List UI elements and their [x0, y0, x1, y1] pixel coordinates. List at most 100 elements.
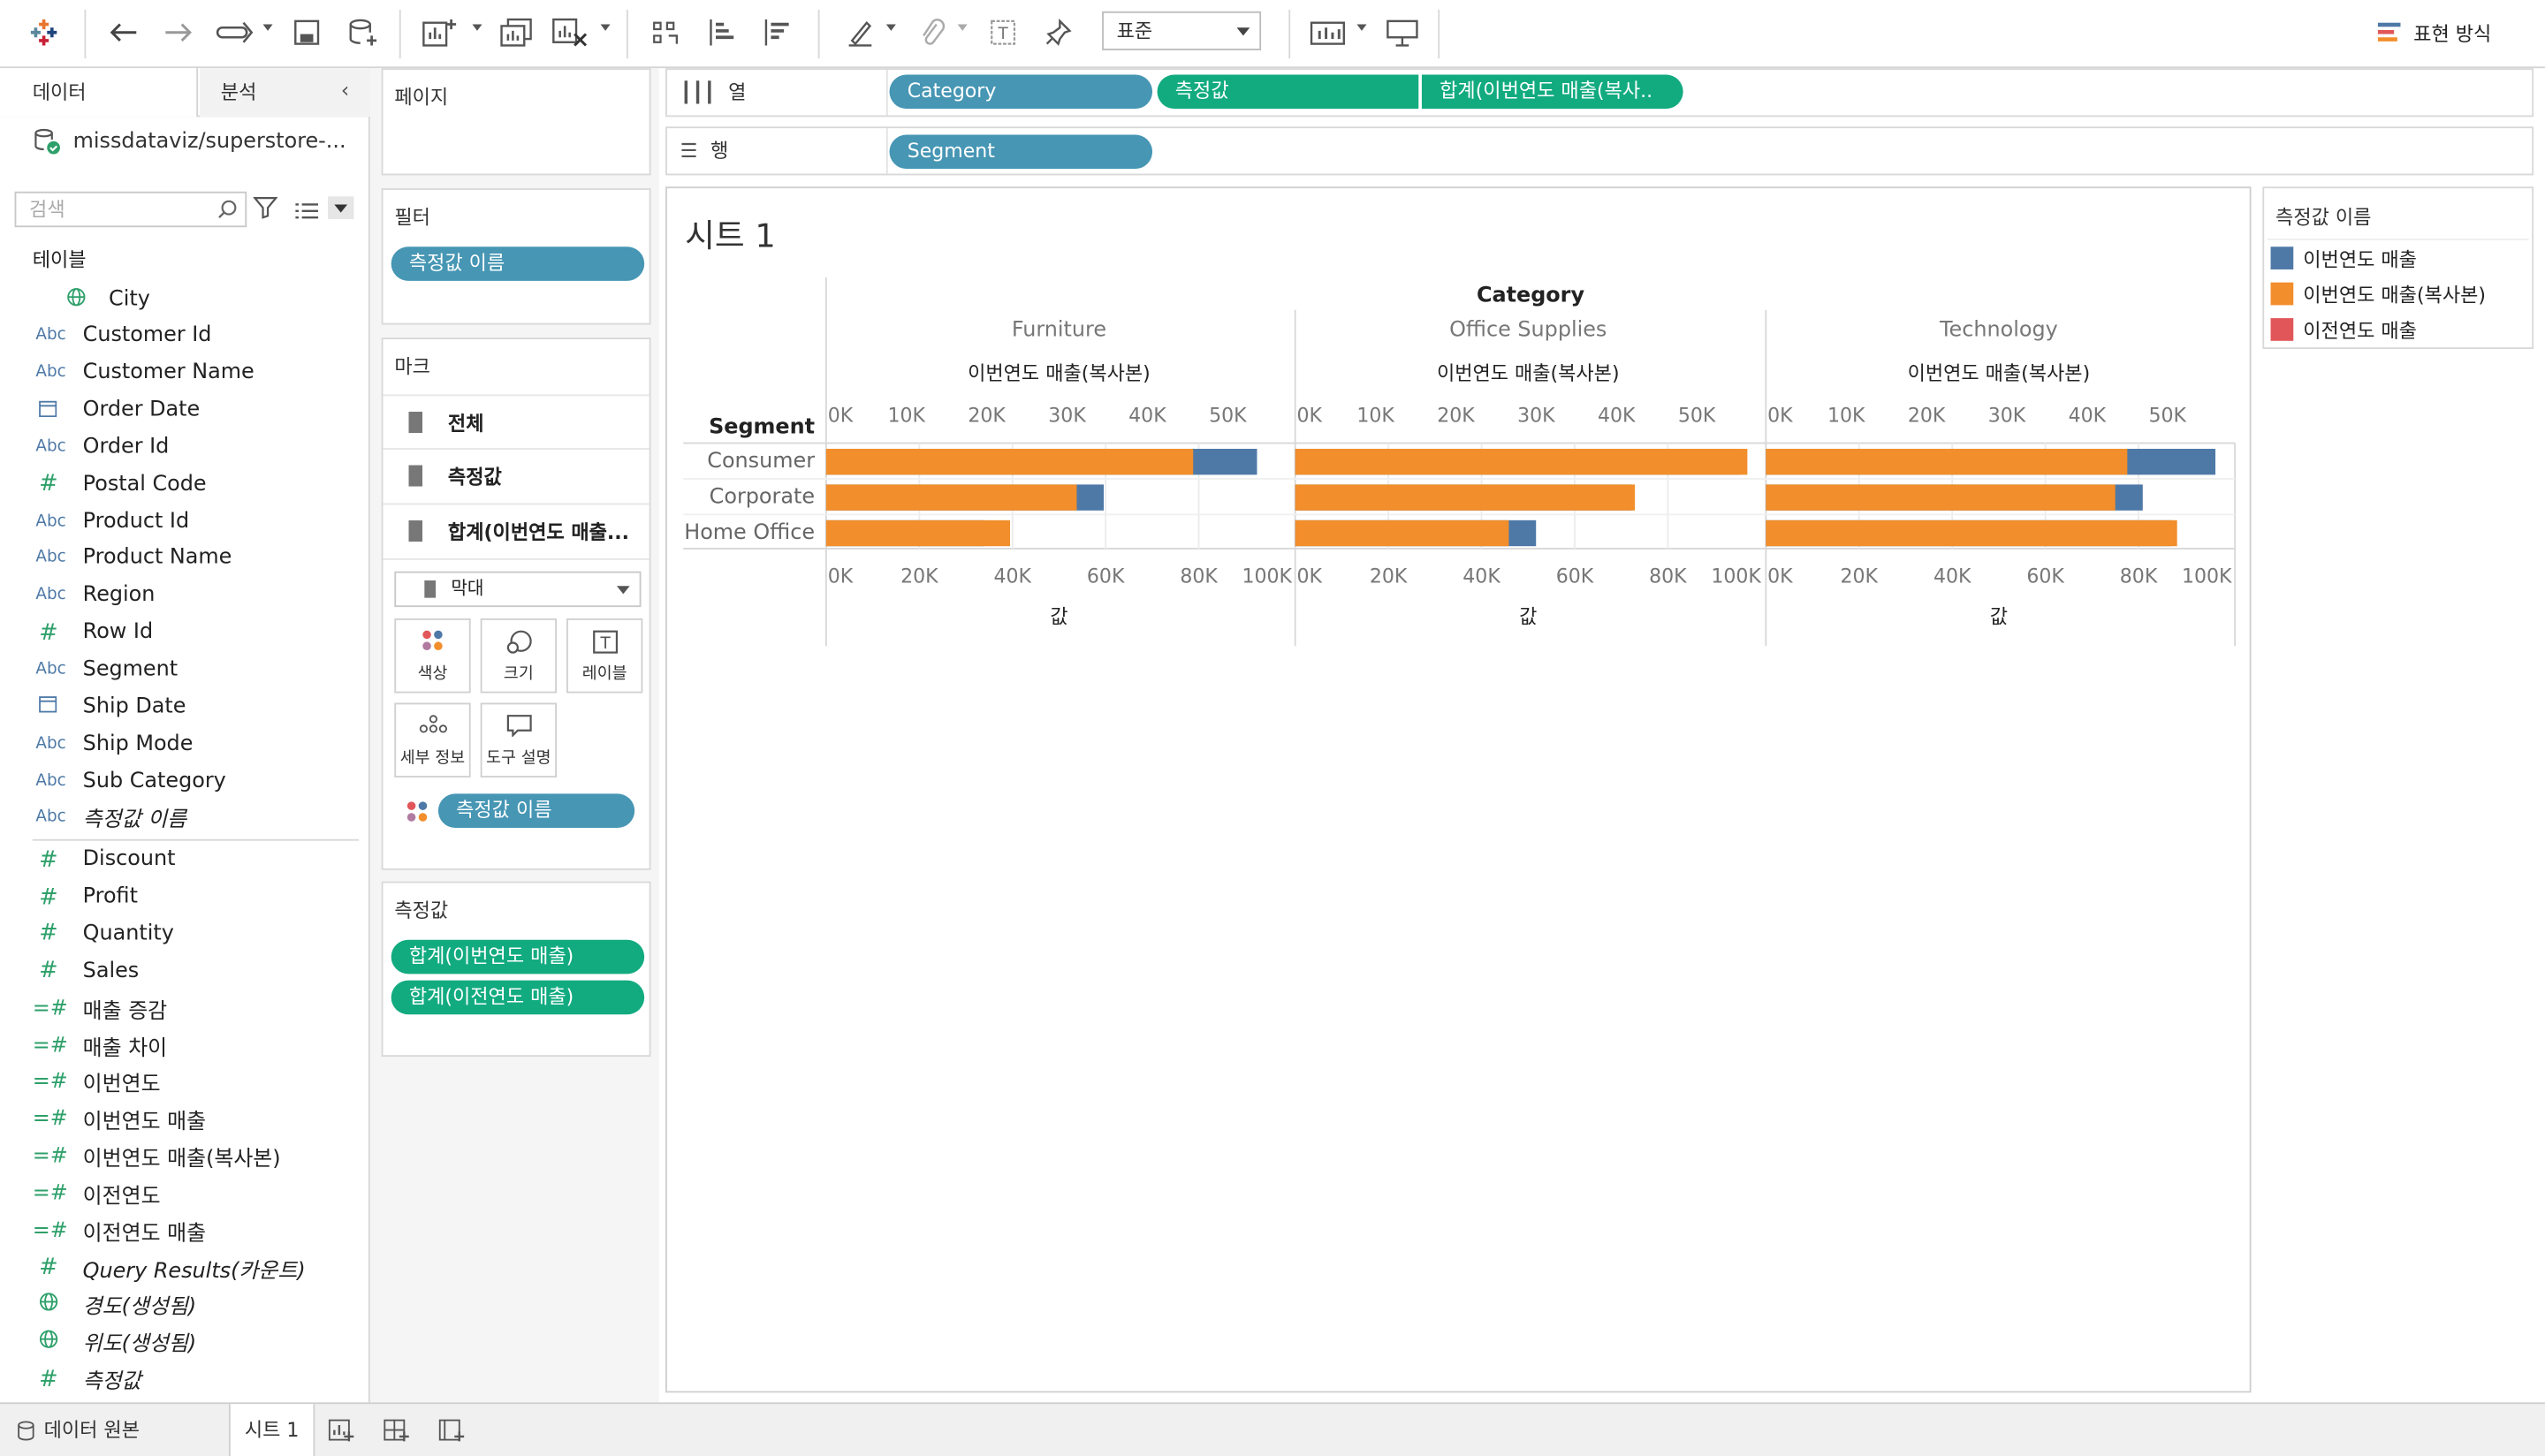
field-item[interactable]: =# 매출 증감	[0, 990, 367, 1026]
field-item[interactable]: Abc Segment	[0, 652, 367, 687]
field-item[interactable]: City	[0, 281, 367, 316]
marks-row-sum[interactable]: ▐▌ 합계(이번연도 매출...	[383, 504, 650, 560]
new-story-icon[interactable]	[438, 1417, 465, 1450]
show-cards-icon[interactable]	[1308, 10, 1347, 55]
field-item[interactable]: =# 이번연도	[0, 1065, 367, 1100]
field-item[interactable]: Ship Date	[0, 689, 367, 724]
filter-icon[interactable]	[253, 194, 278, 225]
field-item[interactable]: # Quantity	[0, 916, 367, 952]
rows-icon: ☰	[680, 139, 698, 163]
top-axis-tick: 30K	[1517, 406, 1555, 428]
detail-button[interactable]: 세부 정보	[394, 702, 471, 778]
field-item[interactable]: # Query Results(카운트)	[0, 1250, 367, 1285]
field-item[interactable]: 위도(생성됨)	[0, 1324, 367, 1360]
rows-shelf[interactable]: ☰ 행 Segment	[665, 126, 2534, 176]
marks-title: 마크	[394, 355, 430, 379]
label-button[interactable]: T 레이블	[566, 618, 643, 694]
group-icon[interactable]	[912, 10, 951, 55]
column-pill-measure[interactable]: 측정값	[1157, 74, 1419, 110]
bottom-axis-tick: 80K	[1649, 566, 1687, 588]
field-item[interactable]: Order Date	[0, 392, 367, 428]
field-item[interactable]: # Discount	[0, 842, 367, 877]
presentation-icon[interactable]	[1383, 10, 1422, 55]
field-item[interactable]: =# 매출 차이	[0, 1028, 367, 1063]
tableau-logo-icon[interactable]	[23, 10, 65, 55]
search-input[interactable]: 검색	[14, 191, 247, 228]
tab-analysis[interactable]: 분석	[199, 68, 370, 118]
tab-datasource[interactable]: 데이터 원본	[0, 1404, 229, 1456]
pin-icon[interactable]	[1038, 10, 1077, 55]
save-icon[interactable]	[289, 10, 324, 55]
color-button[interactable]: 색상	[394, 618, 471, 694]
legend-item[interactable]: 이번연도 매출	[2270, 242, 2417, 275]
view-options-chevron-icon[interactable]	[328, 196, 354, 220]
datasource-icon	[34, 128, 60, 155]
legend-swatch	[2270, 246, 2294, 269]
field-name: Product Id	[82, 509, 190, 534]
size-button[interactable]: 크기	[480, 618, 557, 694]
field-item[interactable]: Abc Customer Name	[0, 355, 367, 391]
new-worksheet-icon[interactable]	[419, 10, 461, 55]
field-item[interactable]: # Sales	[0, 953, 367, 989]
field-item[interactable]: Abc Sub Category	[0, 763, 367, 799]
fit-select[interactable]: 표준	[1102, 11, 1262, 50]
highlight-icon[interactable]	[840, 10, 879, 55]
datasource-item[interactable]: missdataviz/superstore-...	[33, 126, 346, 155]
tab-data[interactable]: 데이터	[0, 68, 199, 118]
marks-row-measure[interactable]: ▐▌ 측정값	[383, 450, 650, 505]
new-dashboard-icon[interactable]	[383, 1417, 409, 1450]
measure-value-pill[interactable]: 합계(이전연도 매출)	[391, 980, 645, 1015]
top-axis-tick: 50K	[1209, 406, 1247, 428]
label-icon[interactable]: T	[984, 10, 1022, 55]
new-datasource-icon[interactable]	[344, 10, 383, 55]
filter-pill[interactable]: 측정값 이름	[391, 246, 645, 281]
field-item[interactable]: Abc Customer Id	[0, 318, 367, 353]
marks-color-pill[interactable]: 측정값 이름	[437, 793, 635, 828]
mark-type-select[interactable]: ▐▌ 막대	[394, 571, 642, 608]
field-item[interactable]: =# 이번연도 매출	[0, 1102, 367, 1137]
row-pill-segment[interactable]: Segment	[889, 134, 1153, 170]
tooltip-button[interactable]: 도구 설명	[480, 702, 557, 778]
legend-item[interactable]: 이전연도 매출	[2270, 314, 2417, 346]
top-axis-tick: 10K	[1356, 406, 1394, 428]
field-item[interactable]: Abc Order Id	[0, 429, 367, 465]
field-item[interactable]: =# 이전연도	[0, 1176, 367, 1211]
swap-icon[interactable]	[646, 10, 685, 55]
sort-desc-icon[interactable]	[760, 10, 799, 55]
tab-sheet-1[interactable]: 시트 1	[228, 1404, 315, 1456]
field-item[interactable]: # Row Id	[0, 615, 367, 650]
measure-value-pill[interactable]: 합계(이번연도 매출)	[391, 939, 645, 974]
field-item[interactable]: Abc Product Name	[0, 541, 367, 576]
field-item[interactable]: # Profit	[0, 879, 367, 914]
pages-card[interactable]: 페이지	[381, 68, 651, 176]
field-item[interactable]: Abc 측정값 이름	[0, 800, 367, 836]
clear-sheet-icon[interactable]	[549, 10, 591, 55]
list-view-icon[interactable]	[295, 196, 318, 227]
field-item[interactable]: Abc Ship Mode	[0, 726, 367, 762]
field-item[interactable]: Abc Product Id	[0, 504, 367, 539]
columns-shelf-label: ┃┃┃ 열	[667, 69, 888, 116]
column-pill-category[interactable]: Category	[889, 74, 1153, 110]
duplicate-icon[interactable]	[497, 10, 536, 55]
column-pill-sum[interactable]: 합계(이번연도 매출(복사..	[1421, 74, 1683, 110]
field-item[interactable]: # 측정값	[0, 1361, 367, 1397]
field-item[interactable]: # Postal Code	[0, 466, 367, 502]
marks-row-all[interactable]: ▐▌ 전체	[383, 394, 650, 450]
bottom-axis-tick: 40K	[993, 566, 1031, 588]
new-sheet-icon[interactable]	[328, 1417, 354, 1450]
columns-shelf[interactable]: ┃┃┃ 열 Category 측정값 합계(이번연도 매출(복사..	[665, 68, 2534, 118]
sort-asc-icon[interactable]	[704, 10, 743, 55]
string-type-icon: Abc	[35, 734, 66, 753]
replay-icon[interactable]	[214, 10, 256, 55]
field-item[interactable]: =# 이번연도 매출(복사본)	[0, 1139, 367, 1174]
redo-icon[interactable]	[159, 10, 198, 55]
collapse-chevron-icon[interactable]: ‹	[340, 80, 350, 104]
field-item[interactable]: =# 이전연도 매출	[0, 1213, 367, 1248]
field-item[interactable]: 경도(생성됨)	[0, 1287, 367, 1323]
legend-item[interactable]: 이번연도 매출(복사본)	[2270, 277, 2486, 310]
filters-card[interactable]: 필터 측정값 이름	[381, 188, 651, 325]
field-item[interactable]: Abc Region	[0, 578, 367, 613]
undo-icon[interactable]	[104, 10, 143, 55]
pages-title: 페이지	[394, 86, 449, 110]
show-me-button[interactable]: 표현 방식	[2377, 16, 2491, 49]
